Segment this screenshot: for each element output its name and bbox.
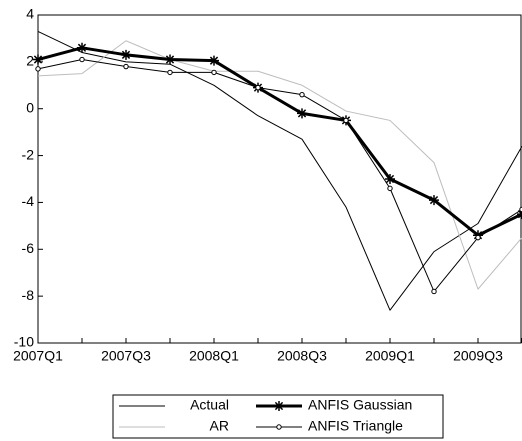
marker [255,84,261,91]
marker [343,117,349,124]
x-tick-label: 2009Q3 [453,348,503,364]
marker [431,288,437,295]
marker [297,108,307,119]
marker [79,56,85,63]
y-tick-label: -8 [22,287,35,303]
x-tick-label: 2007Q1 [13,348,63,364]
legend-label: AR [210,418,229,434]
legend: Actual AR ANFIS Gaussian ANFIS Triangle [112,394,444,439]
legend-label: ANFIS Triangle [308,418,403,434]
marker [299,91,305,98]
marker [165,54,175,65]
marker [475,234,481,241]
plot-frame [37,14,522,344]
marker [121,49,131,60]
y-tick-label: 2 [26,53,34,69]
x-tick-label: 2009Q1 [365,348,415,364]
marker [167,69,173,76]
legend-label: Actual [190,397,229,413]
marker [33,54,43,65]
marker [77,42,87,53]
marker [123,63,129,70]
series-line [37,40,522,290]
series-line [37,30,522,311]
marker [429,195,439,206]
series-line [37,46,522,237]
x-tick-label: 2008Q3 [277,348,327,364]
marker [209,55,219,66]
y-tick-label: -4 [22,193,35,209]
legend-box [112,394,444,439]
y-tick-label: -2 [22,146,35,162]
marker [387,185,393,192]
y-tick-label: 4 [26,6,34,22]
series-line [37,59,522,292]
y-tick-label: -6 [22,240,35,256]
marker [211,69,217,76]
marker [35,66,41,72]
x-tick-label: 2007Q3 [101,348,151,364]
marker [274,401,284,411]
legend-label: ANFIS Gaussian [308,397,412,413]
x-tick-label: 2008Q1 [189,348,239,364]
marker [276,424,282,430]
y-tick-label: 0 [26,99,34,115]
marker [385,174,395,184]
y-tick-label: -10 [14,334,34,350]
